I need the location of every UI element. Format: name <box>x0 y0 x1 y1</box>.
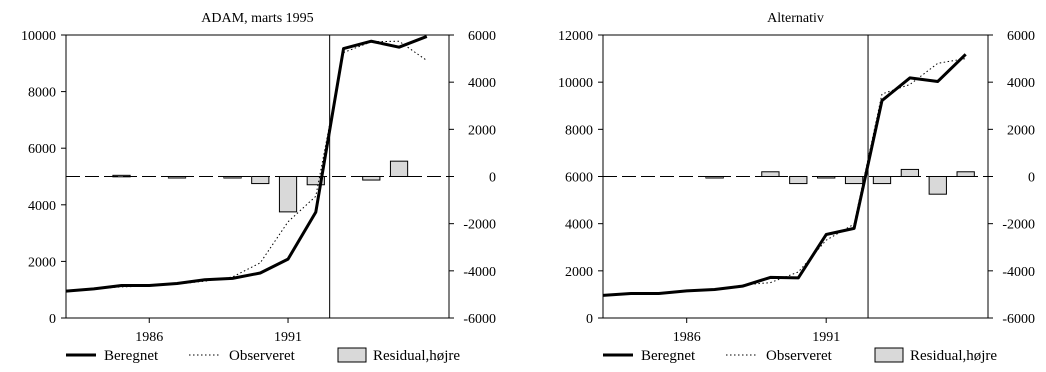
y2-tick-label: -6000 <box>463 312 496 327</box>
residual-bar <box>872 176 892 185</box>
residual-bars <box>705 168 975 195</box>
y-tick-label: 4000 <box>565 218 593 233</box>
y2-tick-label: -4000 <box>1002 265 1035 280</box>
residual-bar <box>789 176 808 185</box>
legend-swatch-residual <box>874 347 904 363</box>
residual-bar <box>817 176 836 179</box>
y-tick-label: 2000 <box>28 255 56 270</box>
y-tick-label: 4000 <box>28 199 56 214</box>
y-tick-label: 8000 <box>28 86 56 101</box>
residual-bar <box>278 176 298 213</box>
residual-bar <box>251 176 270 185</box>
residual-bar <box>167 176 187 179</box>
x-tick-label: 1991 <box>274 330 302 345</box>
y2-tick-label: 4000 <box>468 76 496 91</box>
legend-label-residual: Residual,højre <box>910 348 997 364</box>
residual-bar <box>389 160 409 178</box>
legend-label-observeret: Observeret <box>229 348 296 364</box>
y2-tick-label: 0 <box>1028 171 1035 186</box>
chart-title: Alternativ <box>767 11 824 26</box>
y-tick-label: 10000 <box>558 76 593 91</box>
series-beregnet <box>602 53 967 297</box>
y-tick-label: 8000 <box>565 123 593 138</box>
x-tick-label: 1986 <box>673 330 701 345</box>
y2-tick-label: -2000 <box>1002 218 1035 233</box>
y-tick-label: 6000 <box>28 142 56 157</box>
series-beregnet <box>65 35 428 293</box>
residual-bar <box>928 176 947 195</box>
y-tick-label: 12000 <box>558 29 593 44</box>
chart-title: ADAM, marts 1995 <box>201 11 313 26</box>
y-tick-label: 2000 <box>565 265 593 280</box>
x-tick-label: 1991 <box>812 330 840 345</box>
chart-panel-1: ADAM, marts 1995 0 2000 4000 6000 8000 10000 -6… <box>21 11 496 364</box>
legend-label-residual: Residual,højre <box>373 348 460 364</box>
x-tick-label: 1986 <box>135 330 163 345</box>
y2-tick-label: 4000 <box>1007 76 1035 91</box>
y2-tick-label: 2000 <box>1007 123 1035 138</box>
y-tick-label: 10000 <box>21 29 56 44</box>
y-tick-label: 0 <box>49 312 56 327</box>
legend: Beregnet Observeret Residual,højre <box>603 347 997 364</box>
y2-tick-label: 6000 <box>468 29 496 44</box>
y-tick-label: 6000 <box>565 171 593 186</box>
residual-bar <box>761 171 780 178</box>
y2-tick-label: 0 <box>489 171 496 186</box>
y2-tick-label: 2000 <box>468 123 496 138</box>
legend-label-beregnet: Beregnet <box>104 348 159 364</box>
residual-bar <box>223 176 242 179</box>
residual-bar <box>362 176 381 181</box>
chart-panel-2: Alternativ 0 2000 4000 6000 8000 10000 12000 -60… <box>558 11 1035 364</box>
y2-tick-label: -2000 <box>463 218 496 233</box>
residual-bars <box>112 160 409 213</box>
residual-bar <box>844 176 864 185</box>
residual-bar <box>900 168 920 178</box>
legend: Beregnet Observeret Residual,højre <box>66 347 460 364</box>
legend-swatch-residual <box>337 347 367 363</box>
legend-label-beregnet: Beregnet <box>641 348 696 364</box>
y2-tick-label: 6000 <box>1007 29 1035 44</box>
series-observeret <box>65 40 428 292</box>
y2-tick-label: -4000 <box>463 265 496 280</box>
residual-bar <box>956 171 975 178</box>
y2-tick-label: -6000 <box>1002 312 1035 327</box>
residual-bar <box>705 176 724 179</box>
legend-label-observeret: Observeret <box>766 348 833 364</box>
y-tick-label: 0 <box>586 312 593 327</box>
